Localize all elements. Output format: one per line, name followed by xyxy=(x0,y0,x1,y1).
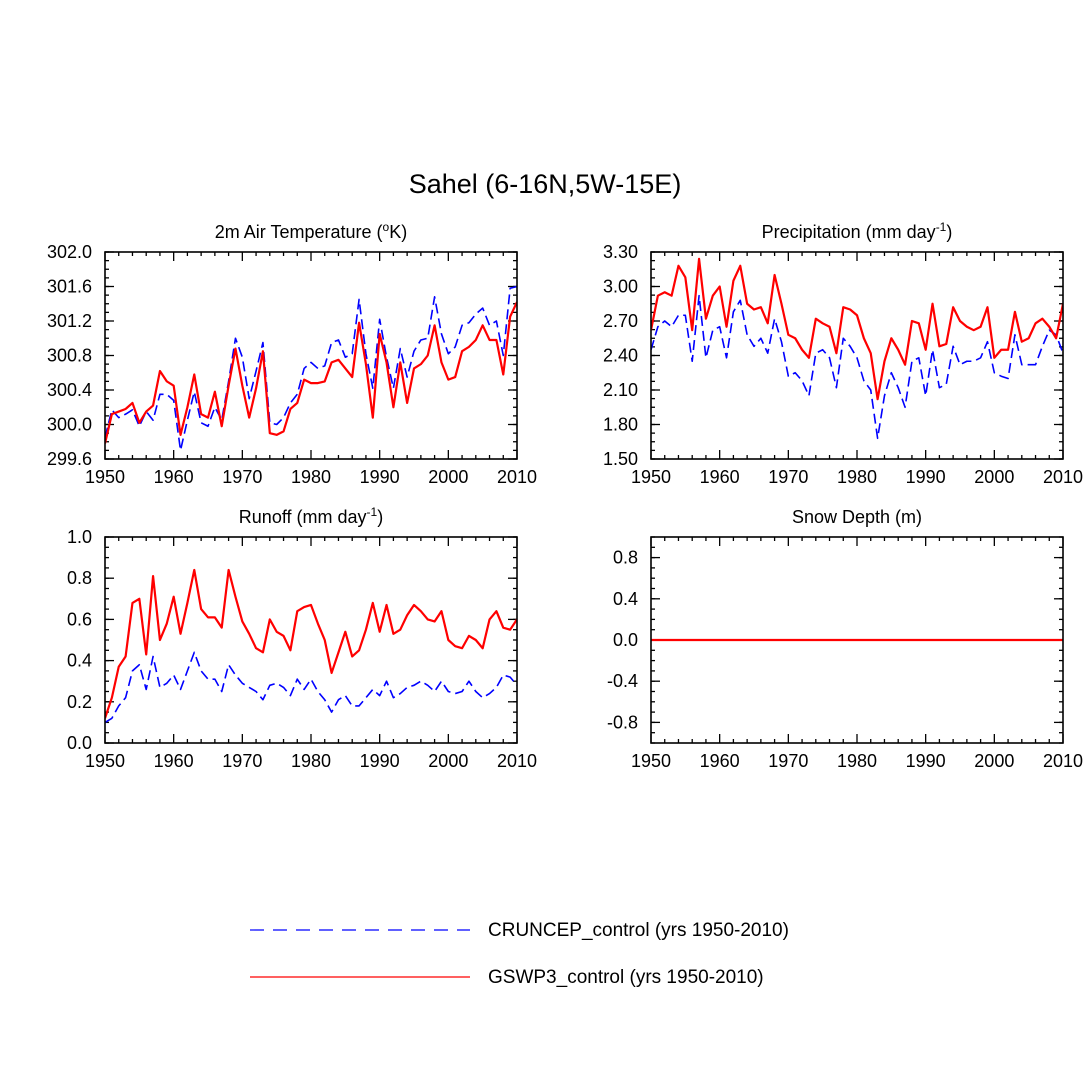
x-tick-label-precip: 1980 xyxy=(837,467,877,487)
legend: CRUNCEP_control (yrs 1950-2010) GSWP3_co… xyxy=(250,920,789,988)
x-tick-label-runoff: 1970 xyxy=(222,751,262,771)
series-line-precip-CRUNCEP_control xyxy=(651,294,1063,440)
y-tick-label-precip: 2.40 xyxy=(603,346,638,366)
panel-precip: Precipitation (mm day-1) 1950 1960 1970 1980… xyxy=(603,220,1083,487)
y-tick-label-precip: 1.50 xyxy=(603,449,638,469)
x-tick-label-runoff: 1980 xyxy=(291,751,331,771)
y-tick-label-runoff: 1.0 xyxy=(67,527,92,547)
y-tick-label-runoff: 0.2 xyxy=(67,692,92,712)
panel-temp: 2m Air Temperature (oK) 1950 1960 1970 1980 1… xyxy=(47,220,537,487)
y-tick-label-temp: 300.8 xyxy=(47,346,92,366)
series-line-temp-CRUNCEP_control xyxy=(105,285,517,452)
x-tick-label-precip: 1970 xyxy=(768,467,808,487)
plot-frame-temp xyxy=(104,251,518,460)
y-tick-label-temp: 300.4 xyxy=(47,380,92,400)
x-tick-label-snow: 1970 xyxy=(768,751,808,771)
plot-frame-precip xyxy=(650,251,1064,460)
x-tick-label-precip: 1950 xyxy=(631,467,671,487)
y-tick-label-snow: -0.4 xyxy=(607,671,638,691)
panel-title-precip: Precipitation (mm day-1) xyxy=(762,220,953,242)
panel-title-snow: Snow Depth (m) xyxy=(792,507,922,527)
x-tick-label-snow: 1980 xyxy=(837,751,877,771)
x-tick-label-precip: 1990 xyxy=(906,467,946,487)
panel-snow: Snow Depth (m) 1950 1960 1970 1980 1990 2000 20… xyxy=(607,507,1083,771)
x-tick-label-snow: 1990 xyxy=(906,751,946,771)
series-group-runoff xyxy=(105,568,517,724)
y-tick-label-temp: 301.6 xyxy=(47,277,92,297)
x-tick-label-precip: 1960 xyxy=(700,467,740,487)
x-tick-label-snow: 1960 xyxy=(700,751,740,771)
y-tick-label-precip: 1.80 xyxy=(603,415,638,435)
y-tick-label-runoff: 0.0 xyxy=(67,733,92,753)
series-line-runoff-CRUNCEP_control xyxy=(105,651,517,724)
legend-label-cruncep: CRUNCEP_control (yrs 1950-2010) xyxy=(488,920,789,941)
y-tick-label-temp: 302.0 xyxy=(47,242,92,262)
y-tick-label-snow: 0.4 xyxy=(613,589,638,609)
plot-frame-runoff xyxy=(104,536,518,744)
y-tick-label-precip: 3.00 xyxy=(603,277,638,297)
x-tick-label-temp: 2010 xyxy=(497,467,537,487)
x-tick-label-precip: 2010 xyxy=(1043,467,1083,487)
panel-title-temp: 2m Air Temperature (oK) xyxy=(215,220,407,242)
x-tick-label-temp: 2000 xyxy=(428,467,468,487)
panel-runoff: Runoff (mm day-1) 1950 1960 1970 1980 1990 200… xyxy=(67,505,537,771)
x-tick-label-runoff: 2000 xyxy=(428,751,468,771)
panel-title-runoff: Runoff (mm day-1) xyxy=(239,505,383,527)
series-line-precip-GSWP3_control xyxy=(651,257,1063,401)
x-tick-label-runoff: 1990 xyxy=(360,751,400,771)
x-tick-label-temp: 1970 xyxy=(222,467,262,487)
y-tick-label-runoff: 0.4 xyxy=(67,651,92,671)
legend-label-gswp3: GSWP3_control (yrs 1950-2010) xyxy=(488,967,764,988)
series-group-precip xyxy=(651,257,1063,440)
x-tick-label-snow: 2000 xyxy=(974,751,1014,771)
y-tick-label-snow: -0.8 xyxy=(607,712,638,732)
y-tick-label-precip: 2.10 xyxy=(603,380,638,400)
y-tick-label-temp: 300.0 xyxy=(47,415,92,435)
y-tick-label-snow: 0.8 xyxy=(613,548,638,568)
x-tick-label-runoff: 1960 xyxy=(154,751,194,771)
figure-title: Sahel (6-16N,5W-15E) xyxy=(409,169,682,199)
x-tick-label-temp: 1950 xyxy=(85,467,125,487)
y-tick-label-snow: 0.0 xyxy=(613,630,638,650)
series-line-runoff-GSWP3_control xyxy=(105,568,517,719)
x-tick-label-runoff: 2010 xyxy=(497,751,537,771)
y-tick-label-temp: 301.2 xyxy=(47,311,92,331)
y-tick-label-runoff: 0.8 xyxy=(67,568,92,588)
series-line-temp-GSWP3_control xyxy=(105,301,517,444)
y-tick-label-precip: 2.70 xyxy=(603,311,638,331)
x-tick-label-runoff: 1950 xyxy=(85,751,125,771)
y-tick-label-runoff: 0.6 xyxy=(67,609,92,629)
x-tick-label-snow: 2010 xyxy=(1043,751,1083,771)
plot-frame-snow xyxy=(650,536,1064,744)
x-tick-label-snow: 1950 xyxy=(631,751,671,771)
x-tick-label-precip: 2000 xyxy=(974,467,1014,487)
x-tick-label-temp: 1960 xyxy=(154,467,194,487)
x-tick-label-temp: 1990 xyxy=(360,467,400,487)
panels: 2m Air Temperature (oK) 1950 1960 1970 1980 1… xyxy=(47,220,1083,771)
series-group-temp xyxy=(105,285,517,452)
x-tick-label-temp: 1980 xyxy=(291,467,331,487)
y-tick-label-precip: 3.30 xyxy=(603,242,638,262)
y-tick-label-temp: 299.6 xyxy=(47,449,92,469)
